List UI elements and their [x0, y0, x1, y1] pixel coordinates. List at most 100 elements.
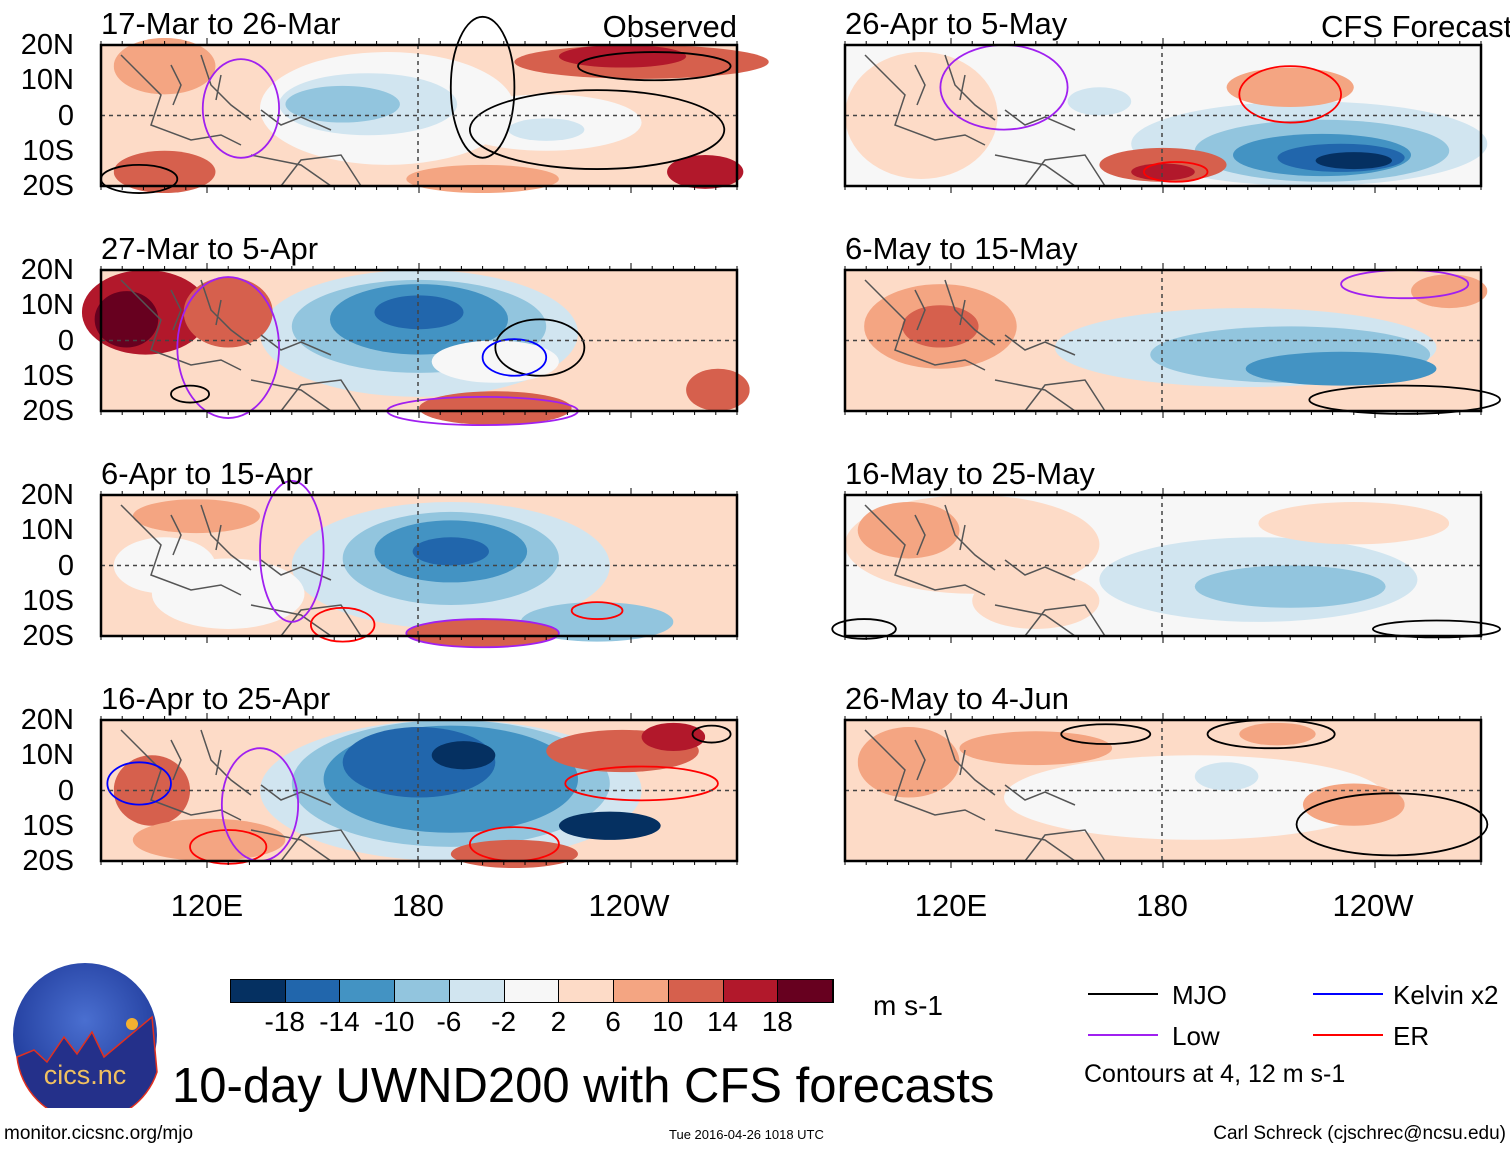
coastline: [120, 279, 362, 412]
legend-kelvin: Kelvin x2: [1393, 980, 1499, 1010]
colorbar-label: -14: [319, 1006, 360, 1037]
wave-contour: [494, 318, 586, 377]
wave-contour: [1371, 619, 1501, 639]
anomaly-region: [1411, 274, 1487, 308]
panel-title: 16-May to 25-May: [845, 456, 1095, 491]
wave-contour: [691, 724, 732, 744]
legend-mjo: MJO: [1172, 980, 1227, 1010]
y-tick-label: 20S: [22, 170, 74, 202]
coastline: [120, 729, 362, 862]
colorbar-label: -10: [373, 1006, 415, 1037]
wave-contour: [1238, 65, 1342, 124]
colorbar-label: 14: [706, 1006, 739, 1037]
anomaly-region: [374, 295, 463, 329]
wave-contour: [405, 618, 560, 649]
x-tick-label: 180: [1136, 888, 1188, 923]
colorbar-label: -2: [491, 1006, 517, 1037]
anomaly-region: [559, 812, 661, 840]
anomaly-region: [559, 45, 686, 68]
colorbar-swatch: [449, 980, 505, 1002]
coastline: [120, 54, 362, 187]
x-tick-label: 180: [392, 888, 444, 923]
colorbar-label: -18: [264, 1006, 305, 1037]
anomaly-region: [1239, 723, 1315, 746]
anomaly-region: [114, 537, 216, 593]
colorbar-swatch: [231, 980, 286, 1002]
anomaly-region: [1068, 87, 1132, 115]
anomaly-region: [285, 86, 399, 123]
colorbar-label: -6: [436, 1006, 462, 1037]
wave-contour: [1060, 723, 1152, 745]
source-url[interactable]: monitor.cicsnc.org/mjo: [4, 1123, 194, 1144]
map-panel-7: [831, 488, 1501, 643]
timestamp: Tue 2016-04-26 1018 UTC: [669, 1127, 824, 1142]
wave-contour: [468, 89, 726, 170]
wave-contour: [1143, 161, 1209, 183]
wave-contour: [309, 606, 376, 643]
legend-line-low: [1088, 1034, 1158, 1036]
anomaly-region: [114, 151, 216, 193]
wave-contour: [176, 276, 280, 419]
legend-er: ER: [1393, 1021, 1430, 1051]
wave-contour: [1295, 792, 1489, 857]
legend-low: Low: [1172, 1021, 1220, 1051]
y-tick-label: 20S: [22, 845, 74, 877]
x-tick-label: 120W: [1332, 888, 1414, 923]
map-panel-3: [99, 480, 739, 649]
colorbar-label: 18: [761, 1006, 793, 1037]
panel-type-label: CFS Forecast: [1321, 9, 1510, 44]
anomaly-region: [972, 573, 1099, 629]
logo-text: cics.nc: [44, 1060, 127, 1090]
anomaly-region: [1227, 68, 1354, 107]
figure-title: 10-day UWND200 with CFS forecasts: [172, 1059, 995, 1113]
anomaly-region: [432, 341, 559, 383]
map-panel-4: [99, 713, 739, 862]
coastline: [864, 504, 1106, 637]
wave-contour: [170, 384, 211, 404]
x-tick-label: 120E: [170, 888, 244, 923]
author-credit: Carl Schreck (cjschrec@ncsu.edu): [1213, 1123, 1506, 1144]
wave-contour: [201, 58, 280, 159]
anomaly-region: [133, 819, 286, 861]
coastline: [864, 729, 1106, 862]
anomaly-region: [508, 118, 584, 141]
wave-contour: [570, 601, 624, 620]
y-tick-label: 20N: [20, 704, 74, 736]
y-tick-label: 10N: [20, 289, 74, 322]
x-tick-label: 120W: [588, 888, 670, 923]
coastline: [120, 504, 362, 637]
anomaly-region: [959, 731, 1112, 765]
y-tick-label: 10S: [22, 809, 74, 842]
y-tick-label: 0: [57, 324, 74, 357]
colorbar-swatch: [504, 980, 560, 1002]
anomaly-region: [413, 537, 489, 565]
anomaly-region: [1195, 566, 1386, 608]
panel-title: 27-Mar to 5-Apr: [101, 231, 319, 266]
colorbar-swatch: [778, 980, 834, 1002]
y-tick-label: 20N: [20, 254, 74, 286]
panel-title: 16-Apr to 25-Apr: [101, 681, 331, 716]
panel-title: 6-May to 15-May: [845, 231, 1078, 266]
y-tick-label: 20N: [20, 479, 74, 511]
y-tick-label: 0: [57, 99, 74, 132]
wave-contour: [259, 480, 325, 623]
anomaly-region: [858, 727, 960, 798]
colorbar-swatch: [395, 980, 450, 1002]
anomaly-region: [858, 502, 960, 558]
colorbar-label: 10: [652, 1006, 684, 1037]
anomaly-region: [845, 52, 998, 179]
y-tick-label: 10N: [20, 514, 74, 547]
y-tick-label: 20N: [20, 29, 74, 61]
colorbar-swatch: [340, 980, 396, 1002]
anomaly-region: [686, 369, 750, 411]
anomaly-region: [1316, 152, 1392, 169]
wave-contour: [577, 51, 732, 82]
colorbar-swatch: [614, 980, 669, 1002]
panel-type-label: Observed: [602, 9, 737, 44]
anomaly-region: [406, 619, 559, 647]
y-tick-label: 0: [57, 774, 74, 807]
map-panel-1: [99, 15, 737, 194]
anomaly-region: [114, 38, 216, 94]
anomaly-region: [667, 155, 743, 189]
y-tick-label: 0: [57, 549, 74, 582]
